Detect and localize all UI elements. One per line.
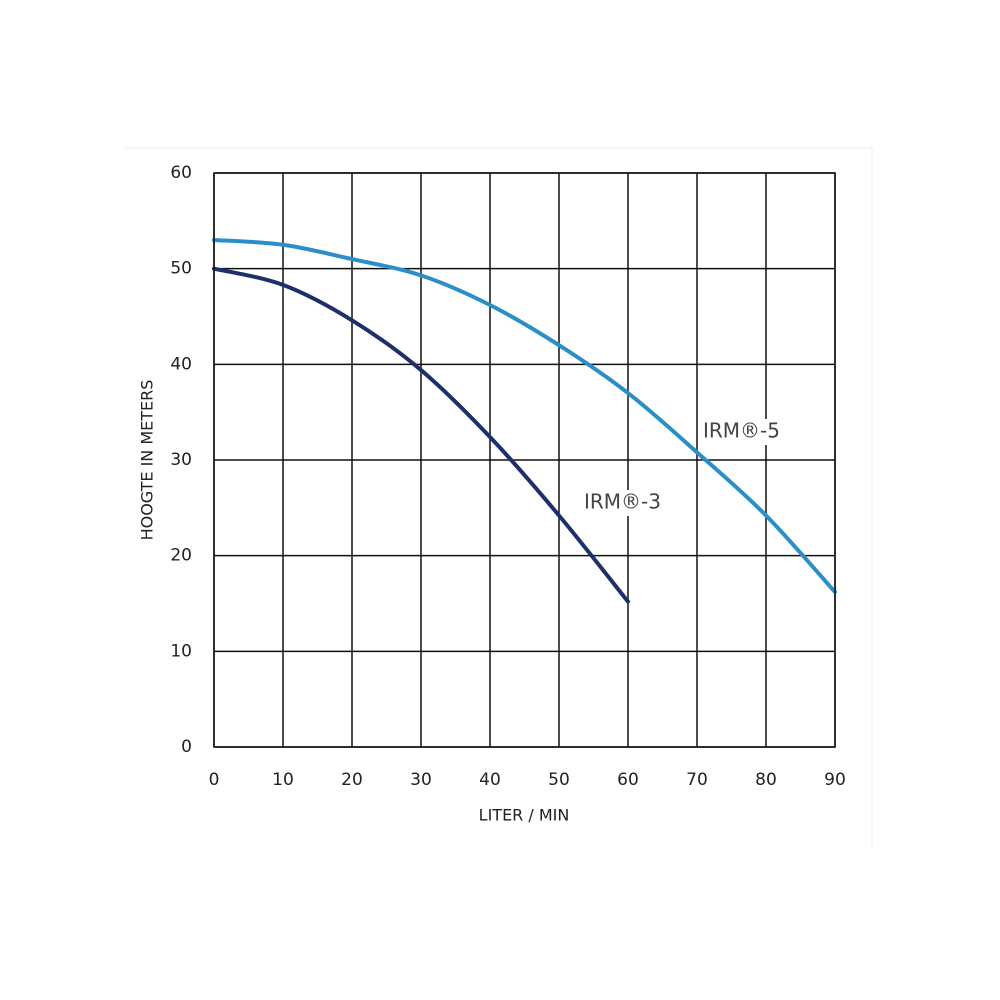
- x-tick-label: 50: [548, 770, 570, 790]
- y-tick-label: 0: [181, 737, 192, 757]
- x-tick-label: 60: [617, 770, 639, 790]
- x-tick-label: 10: [272, 770, 294, 790]
- line: [212, 266, 630, 604]
- line: [212, 237, 837, 595]
- y-tick-label: 20: [170, 546, 192, 566]
- y-tick-label: 40: [170, 354, 192, 374]
- label-background: [700, 419, 783, 445]
- plot-border: [213, 172, 836, 748]
- series-label: IRM®-3: [584, 490, 661, 514]
- y-tick-label: 60: [170, 163, 192, 183]
- x-tick-label: 70: [686, 770, 708, 790]
- x-tick-label: 30: [410, 770, 432, 790]
- y-tick-label: 30: [170, 450, 192, 470]
- x-tick-label: 80: [755, 770, 777, 790]
- x-tick-label: 0: [209, 770, 220, 790]
- x-axis-title: LITER / MIN: [479, 806, 570, 825]
- y-tick-label: 10: [170, 641, 192, 661]
- x-tick-label: 20: [341, 770, 363, 790]
- y-axis-title: HOOGTE IN METERS: [138, 380, 157, 541]
- y-tick-label: 50: [170, 259, 192, 279]
- x-tick-label: 40: [479, 770, 501, 790]
- x-tick-label: 90: [824, 770, 846, 790]
- label-background: [581, 490, 664, 516]
- series-label: IRM®-5: [703, 419, 780, 443]
